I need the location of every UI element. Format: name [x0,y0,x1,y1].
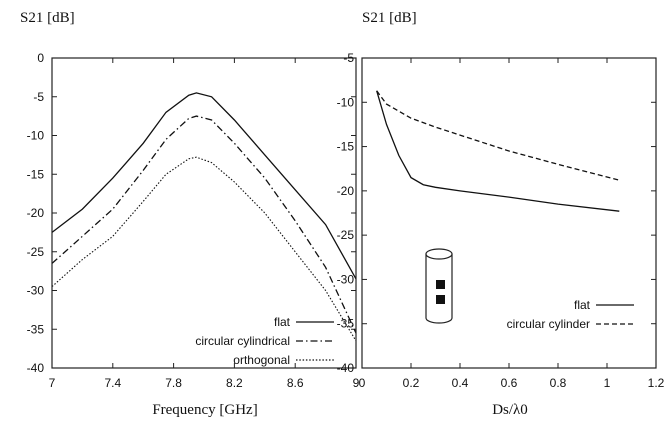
left-legend-label-orthogonal: orthogonal [233,353,290,367]
left-ylabel: S21 [dB] [20,10,75,26]
right-xlabel: Ds/λ0 [492,402,528,418]
left-ytick-label: 0 [37,51,44,65]
left-ytick-label: -5 [33,90,44,104]
left-xtick-label: 7.8 [165,376,182,390]
right-series-flat-line [376,90,620,212]
right-ytick-label: -5 [343,51,354,65]
left-ytick-label: -35 [27,322,45,336]
left-legend-label-circular-cylindrical: circular cylindrical [195,334,290,348]
right-xtick-label: 1 [604,376,611,390]
left-xlabel: Frequency [GHz] [152,402,257,418]
right-xtick-label: 0.4 [452,376,469,390]
left-ytick-label: -25 [27,245,45,259]
right-ytick-label: -15 [337,140,355,154]
left-series-orthogonal-line [51,156,357,342]
right-plot-frame [361,57,657,369]
right-ytick-label: -20 [337,184,355,198]
right-ytick-label: -35 [337,317,355,331]
left-ytick-label: -30 [27,284,45,298]
right-legend-label-flat: flat [574,298,591,312]
left-xtick-label: 8.2 [226,376,243,390]
right-legend: flat circular cylinder [507,298,634,331]
cylinder-illustration [425,248,453,324]
right-series-circular-cylinder-line [376,90,620,181]
left-xtick-label: 7.4 [104,376,121,390]
left-series-flat-line [51,92,357,280]
left-ytick-label: -40 [27,361,45,375]
right-ytick-label: -40 [337,361,355,375]
left-ytick-label: -15 [27,167,45,181]
left-xtick-label: 8.6 [287,376,304,390]
left-xtick-label: 9 [353,376,360,390]
right-ytick-label: -25 [337,228,355,242]
left-series-circular-cylindrical-line [51,115,357,334]
right-ytick-label: -10 [337,95,355,109]
right-xtick-label: 0.2 [403,376,420,390]
left-ytick-label: -10 [27,129,45,143]
left-legend-label-flat: flat [274,315,291,329]
right-legend-label-circular-cylinder: circular cylinder [507,317,590,331]
right-chart: S21 [dB] Ds/λ0 0 0.2 0.4 0.6 0.8 1 1.2 -5 -10 -15… [337,10,665,418]
right-xtick-label: 0.8 [550,376,567,390]
left-legend: flat circular cylindrical orthogonal [195,315,334,367]
left-chart: S21 [dB] Frequency [GHz] 7 7.4 7.8 8.2 8.6 9 0… [20,10,360,418]
left-xtick-label: 7 [49,376,56,390]
right-ylabel: S21 [dB] [362,10,417,26]
right-xtick-label: 1.2 [648,376,665,390]
left-plot-frame [51,57,357,369]
right-xtick-label: 0 [359,376,366,390]
right-ytick-label: -30 [337,272,355,286]
right-xtick-label: 0.6 [501,376,518,390]
left-ytick-label: -20 [27,206,45,220]
